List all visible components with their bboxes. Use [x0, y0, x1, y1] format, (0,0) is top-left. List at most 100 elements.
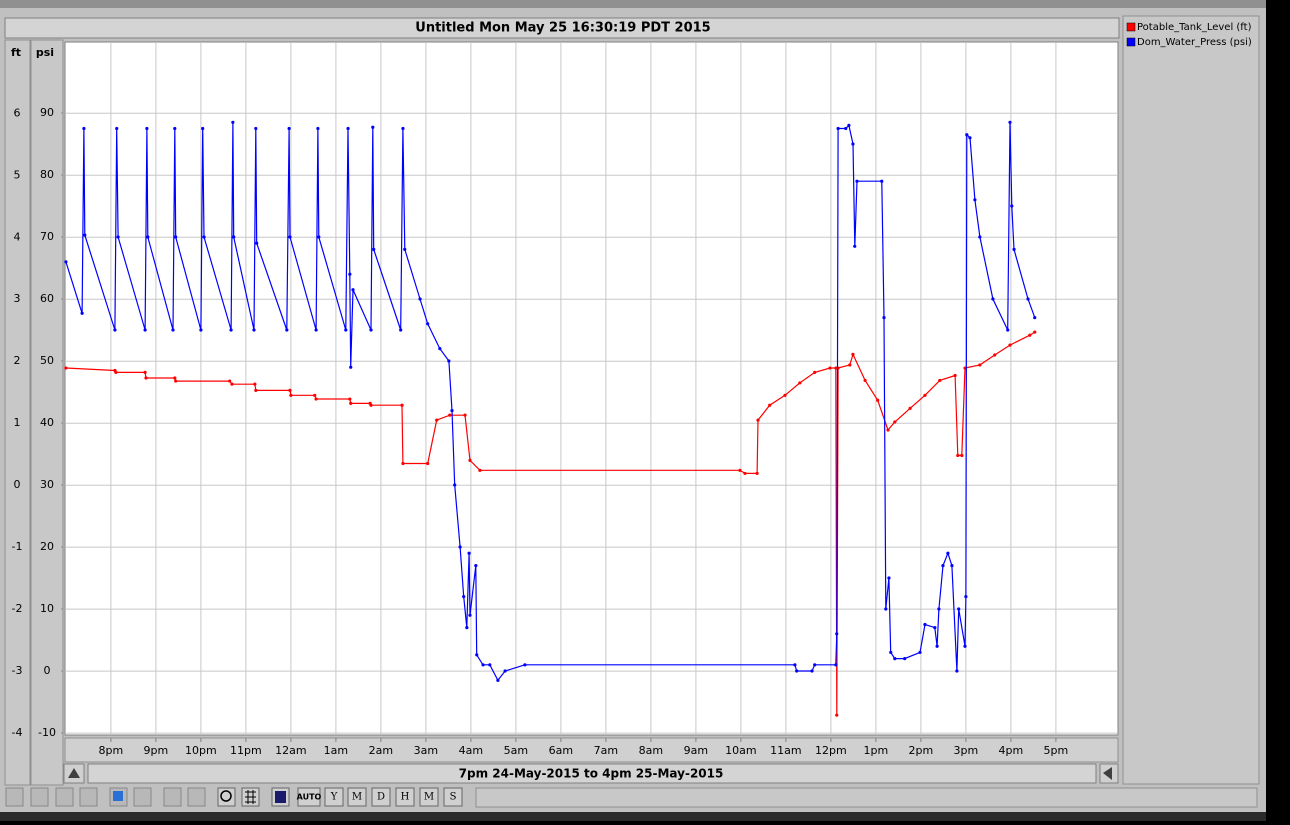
x-tick-label: 10am: [725, 744, 756, 757]
data-point: [743, 471, 747, 476]
data-point: [316, 126, 320, 131]
tool-button[interactable]: [79, 787, 98, 807]
data-point: [1006, 328, 1010, 332]
x-tick-label: 8am: [639, 744, 663, 757]
data-point: [978, 363, 982, 367]
data-point: [488, 663, 492, 667]
x-tick-label: 12pm: [815, 744, 847, 757]
y2-axis-panel: [30, 39, 64, 786]
data-point: [418, 297, 422, 301]
data-point: [957, 607, 961, 611]
toolbar-button[interactable]: [395, 787, 415, 807]
data-point: [963, 644, 967, 648]
chart-title: Untitled Mon May 25 16:30:19 PDT 2015: [415, 21, 710, 36]
bottom-edge: [0, 812, 1266, 821]
data-point: [810, 669, 814, 673]
data-point: [82, 126, 86, 131]
x-tick-label: 11pm: [230, 744, 262, 757]
data-point: [755, 471, 759, 476]
y-tick-label: 4: [14, 230, 21, 243]
data-point: [64, 366, 68, 370]
data-point: [918, 650, 922, 655]
range-bar[interactable]: [87, 763, 1097, 784]
data-point: [144, 376, 148, 380]
data-point: [313, 393, 317, 397]
data-point: [80, 311, 84, 315]
tool-button[interactable]: [187, 787, 206, 807]
data-point: [893, 657, 897, 661]
data-point: [450, 409, 454, 413]
tool-button[interactable]: [30, 787, 49, 807]
data-point: [115, 126, 119, 131]
tool-button[interactable]: [133, 787, 152, 807]
data-point: [923, 622, 927, 627]
x-tick-label: 1am: [324, 744, 348, 757]
data-point: [143, 328, 147, 332]
data-point: [349, 365, 353, 369]
x-tick-label: 5pm: [1044, 744, 1069, 757]
data-point: [143, 370, 147, 374]
data-point: [813, 663, 817, 667]
data-point: [173, 126, 177, 131]
data-point: [886, 428, 890, 432]
data-point: [201, 126, 205, 131]
data-point: [853, 244, 857, 248]
data-point: [923, 393, 927, 397]
y-tick-label: -1: [12, 540, 23, 553]
data-point: [887, 576, 891, 580]
data-point: [435, 418, 439, 422]
data-point: [401, 461, 405, 466]
y2-tick-label: 10: [40, 602, 54, 615]
data-point: [793, 663, 797, 667]
toolbar-button[interactable]: [347, 787, 367, 807]
toolbar-button[interactable]: [324, 787, 344, 807]
toolbar-button[interactable]: [419, 787, 439, 807]
data-point: [229, 328, 233, 332]
data-point: [851, 352, 855, 357]
data-point: [1033, 316, 1037, 320]
data-point: [253, 382, 257, 386]
data-point: [965, 133, 969, 137]
data-point: [978, 235, 982, 239]
data-point: [83, 233, 87, 237]
data-point: [344, 328, 348, 332]
y2-tick-label: 30: [40, 478, 54, 491]
data-point: [64, 260, 68, 264]
data-point: [844, 126, 848, 131]
data-point: [232, 235, 236, 239]
toolbar-button-label: S: [450, 792, 457, 803]
data-point: [116, 235, 120, 239]
data-point: [173, 376, 177, 380]
data-point: [946, 551, 950, 555]
y2-tick-label: 0: [44, 664, 51, 677]
toolbar-button-label: AUTO: [297, 793, 322, 802]
data-point: [254, 388, 258, 392]
y-tick-label: 5: [14, 168, 21, 181]
toolbar-button[interactable]: [297, 787, 321, 807]
x-tick-label: 7am: [594, 744, 618, 757]
data-point: [287, 126, 291, 131]
tool-button[interactable]: [55, 787, 74, 807]
tool-button[interactable]: [163, 787, 182, 807]
tool-button[interactable]: [5, 787, 24, 807]
toolbar-button-label: Y: [330, 792, 338, 803]
data-point: [288, 388, 292, 392]
x-tick-label: 10pm: [185, 744, 217, 757]
y-axis-label: ft: [11, 46, 21, 59]
toolbar-button[interactable]: [371, 787, 391, 807]
y2-tick-label: 60: [40, 292, 54, 305]
y-tick-label: 6: [14, 106, 21, 119]
x-axis-label: 7pm 24-May-2015 to 4pm 25-May-2015: [459, 767, 724, 781]
data-point: [465, 626, 469, 630]
y2-tick-label: 80: [40, 168, 54, 181]
scroll-icon: [1103, 767, 1112, 780]
data-point: [795, 669, 799, 673]
toolbar-button[interactable]: [443, 787, 463, 807]
data-point: [145, 126, 149, 131]
data-point: [231, 120, 235, 124]
y-tick-label: -3: [12, 664, 23, 677]
plot-area: [64, 41, 1119, 736]
y-tick-label: 0: [14, 478, 21, 491]
y-tick-label: -2: [12, 602, 23, 615]
data-point: [458, 545, 462, 549]
